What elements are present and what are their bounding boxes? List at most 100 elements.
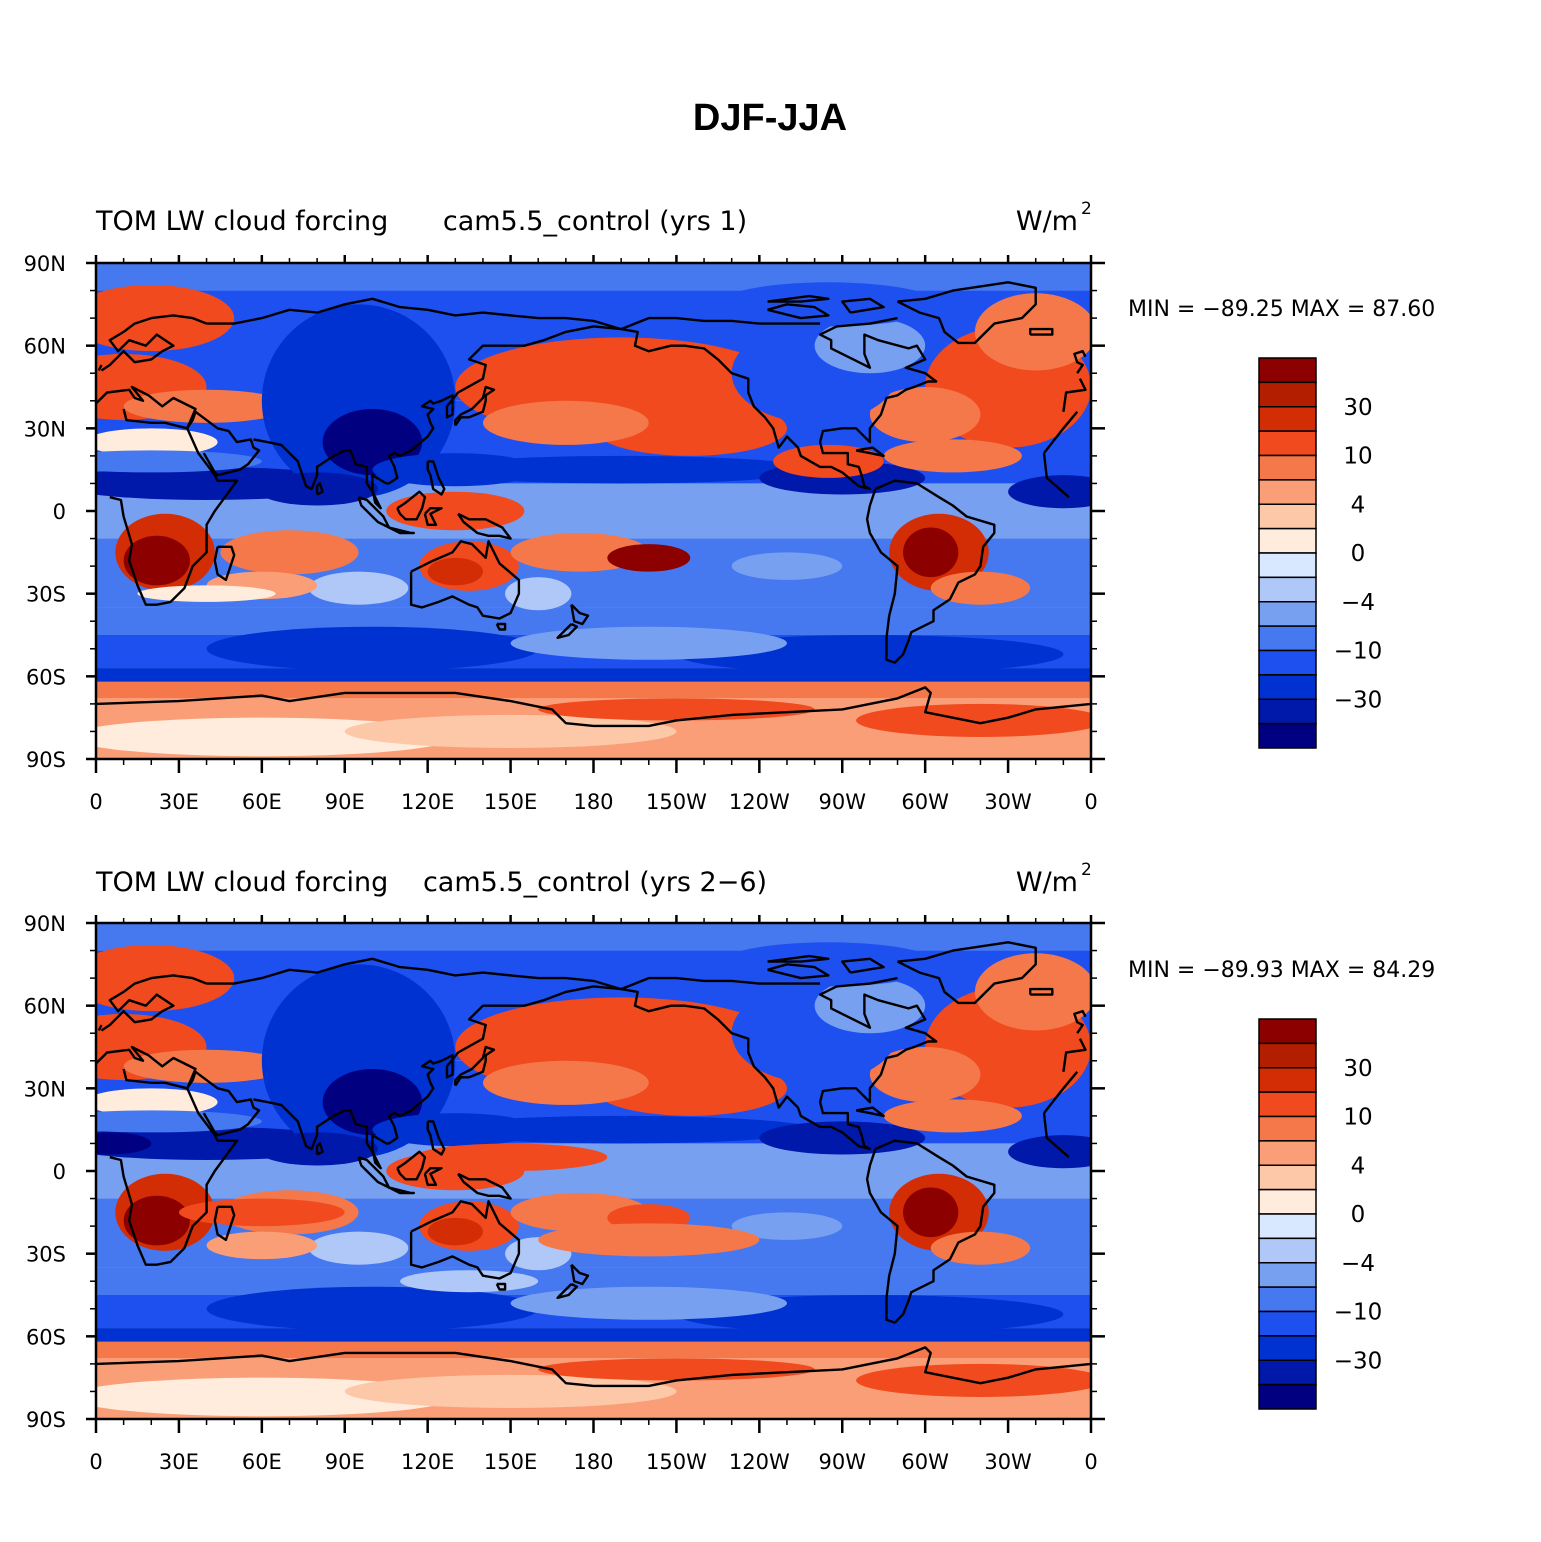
lon-tick-label: 60W: [901, 790, 949, 814]
lon-tick-label: 150W: [646, 790, 707, 814]
min-max-stats: MIN = −89.25 MAX = 87.60: [1128, 297, 1435, 322]
panel-units: W/m: [1016, 867, 1078, 898]
colorbar-swatch: [1258, 576, 1317, 603]
lon-tick-label: 60E: [242, 790, 282, 814]
lat-tick-label: 60N: [24, 995, 66, 1019]
lat-tick-label: 60S: [26, 665, 66, 689]
lat-tick-label: 60S: [26, 1325, 66, 1349]
lon-tick-label: 0: [1084, 790, 1097, 814]
lon-tick-label: 30E: [159, 1450, 199, 1474]
colorbar-swatch: [1258, 722, 1317, 749]
colorbar-label: 4: [1351, 492, 1366, 518]
colorbar-swatch: [1258, 1286, 1317, 1313]
lat-tick-label: 0: [53, 500, 66, 524]
lat-tick-label: 90S: [26, 1408, 66, 1432]
main-title: DJF-JJA: [693, 97, 847, 139]
colorbar-label: 10: [1343, 444, 1372, 470]
lon-tick-label: 180: [573, 1450, 613, 1474]
lat-tick-label: 90S: [26, 748, 66, 772]
colorbar-label: 0: [1351, 541, 1366, 567]
lat-tick-label: 90N: [24, 912, 66, 936]
colorbar-label: 30: [1343, 395, 1372, 421]
colorbar-swatch: [1258, 552, 1317, 579]
lon-tick-label: 150W: [646, 1450, 707, 1474]
lon-tick-label: 150E: [484, 1450, 537, 1474]
colorbar: 30 10 4 0 −4 −10 −30: [1258, 1018, 1383, 1410]
lon-tick-label: 90E: [325, 1450, 365, 1474]
lon-tick-label: 30W: [984, 1450, 1032, 1474]
colorbar-swatch: [1258, 479, 1317, 505]
panel-center-title: cam5.5_control (yrs 2−6): [423, 867, 767, 898]
colorbar-swatch: [1258, 1042, 1317, 1069]
colorbar-swatch: [1258, 1018, 1317, 1045]
map-field: [96, 923, 1091, 1419]
colorbar-swatch: [1258, 1310, 1317, 1337]
panel-units: W/m: [1016, 206, 1078, 237]
colorbar-swatch: [1258, 527, 1317, 554]
lat-tick-label: 30S: [26, 583, 66, 607]
lon-tick-label: 90W: [819, 790, 867, 814]
lon-tick-label: 150E: [484, 790, 537, 814]
colorbar-label: −4: [1341, 1251, 1375, 1277]
lon-tick-label: 120E: [401, 790, 454, 814]
colorbar-swatch: [1258, 649, 1317, 676]
lat-tick-label: 30N: [24, 417, 66, 441]
colorbar-swatch: [1258, 381, 1317, 408]
colorbar-swatch: [1258, 625, 1317, 652]
lon-tick-label: 30W: [984, 790, 1032, 814]
lon-tick-label: 0: [89, 790, 102, 814]
colorbar-label: 10: [1343, 1105, 1372, 1131]
colorbar-swatch: [1258, 1115, 1317, 1142]
colorbar-swatch: [1258, 1164, 1317, 1191]
min-max-stats: MIN = −89.93 MAX = 84.29: [1128, 958, 1435, 983]
panel-2: TOM LW cloud forcing cam5.5_control (yrs…: [24, 860, 1436, 1474]
colorbar-label: −10: [1334, 639, 1383, 665]
colorbar-swatch: [1258, 1383, 1317, 1410]
lon-tick-label: 120E: [401, 1450, 454, 1474]
colorbar-label: −4: [1341, 590, 1375, 616]
colorbar-swatch: [1258, 1140, 1317, 1166]
lat-tick-label: 0: [53, 1160, 66, 1184]
colorbar-label: −30: [1334, 687, 1383, 713]
colorbar-swatch: [1258, 601, 1317, 627]
colorbar-swatch: [1258, 454, 1317, 481]
colorbar-swatch: [1258, 357, 1317, 384]
panel-1: TOM LW cloud forcing cam5.5_control (yrs…: [24, 199, 1436, 814]
lon-tick-label: 30E: [159, 790, 199, 814]
panel-units-sup: 2: [1081, 860, 1092, 880]
lon-tick-label: 0: [1084, 1450, 1097, 1474]
colorbar-swatch: [1258, 406, 1317, 432]
colorbar-swatch: [1258, 674, 1317, 700]
colorbar-swatch: [1258, 1237, 1317, 1264]
panel-units-sup: 2: [1081, 199, 1092, 219]
colorbar-swatch: [1258, 1188, 1317, 1215]
lon-tick-label: 60W: [901, 1450, 949, 1474]
lat-tick-label: 30S: [26, 1243, 66, 1267]
panel-center-title: cam5.5_control (yrs 1): [443, 206, 747, 237]
colorbar-swatch: [1258, 430, 1317, 457]
map-field: [96, 263, 1091, 759]
lon-tick-label: 120W: [729, 790, 790, 814]
panel-left-title: TOM LW cloud forcing: [95, 206, 388, 237]
lon-tick-label: 120W: [729, 1450, 790, 1474]
colorbar-label: 4: [1351, 1153, 1366, 1179]
lat-tick-label: 60N: [24, 335, 66, 359]
colorbar-swatch: [1258, 1091, 1317, 1118]
lat-tick-label: 90N: [24, 252, 66, 276]
lon-tick-label: 90W: [819, 1450, 867, 1474]
colorbar-swatch: [1258, 1213, 1317, 1240]
colorbar-label: −30: [1334, 1348, 1383, 1374]
colorbar-label: 0: [1351, 1202, 1366, 1228]
lon-tick-label: 90E: [325, 790, 365, 814]
colorbar-swatch: [1258, 503, 1317, 530]
lon-tick-label: 180: [573, 790, 613, 814]
colorbar-swatch: [1258, 1262, 1317, 1288]
colorbar-swatch: [1258, 1335, 1317, 1361]
colorbar-label: −10: [1334, 1300, 1383, 1326]
colorbar-swatch: [1258, 1359, 1317, 1386]
lon-tick-label: 60E: [242, 1450, 282, 1474]
colorbar-swatch: [1258, 698, 1317, 725]
lon-tick-label: 0: [89, 1450, 102, 1474]
lat-tick-label: 30N: [24, 1077, 66, 1101]
